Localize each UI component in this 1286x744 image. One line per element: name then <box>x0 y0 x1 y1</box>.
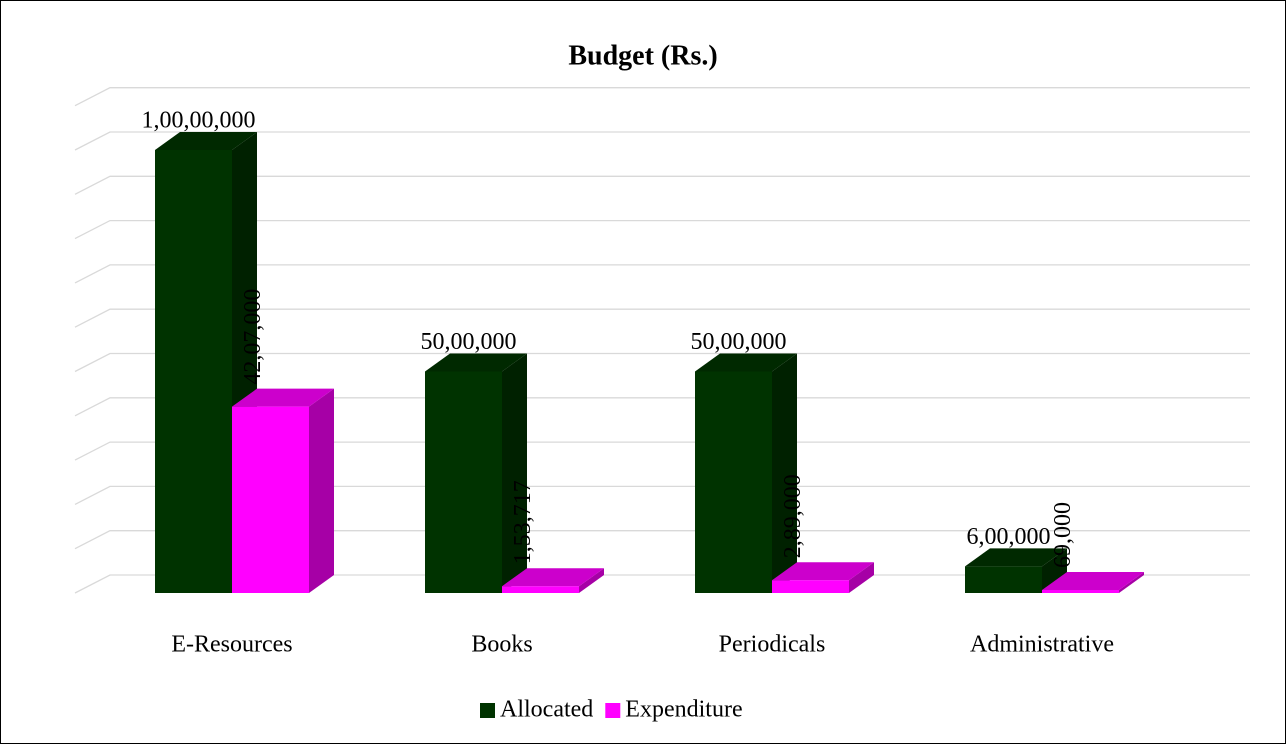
grid-line <box>74 131 1250 151</box>
legend-label: Expenditure <box>625 697 742 723</box>
bar-face <box>965 566 1042 593</box>
bar-face <box>772 580 849 593</box>
bar-face <box>502 568 604 587</box>
bar <box>232 388 334 593</box>
bar-face <box>155 150 232 593</box>
data-label: 50,00,000 <box>691 329 787 355</box>
bar-face <box>965 548 1067 567</box>
bar-face <box>772 562 874 581</box>
bar <box>772 562 874 593</box>
x-tick-label: E-Resources <box>171 632 292 658</box>
data-label: 2,89,000 <box>780 474 806 558</box>
bar-face <box>772 353 797 593</box>
x-tick-label: Administrative <box>970 632 1114 658</box>
grid-line <box>74 87 1250 107</box>
chart-title: Budget (Rs.) <box>568 40 717 71</box>
grid-line <box>74 397 1250 417</box>
bar-face <box>502 586 579 593</box>
x-tick-label: Periodicals <box>719 632 826 658</box>
data-label: 6,00,000 <box>967 524 1051 550</box>
bar-face <box>1042 548 1067 593</box>
bar-face <box>1042 589 1119 593</box>
data-label: 42,07,000 <box>240 289 266 385</box>
bar-face <box>425 371 502 593</box>
grid-line <box>74 219 1250 240</box>
bar-face <box>502 353 527 593</box>
x-tick-label: Books <box>471 632 532 658</box>
data-label: 69,000 <box>1050 502 1076 568</box>
bar <box>695 353 797 593</box>
bar-face <box>232 406 309 593</box>
bar-face <box>849 562 874 593</box>
bar-face <box>155 132 257 150</box>
bar-face <box>425 353 527 372</box>
data-label: 1,00,00,000 <box>142 108 256 134</box>
grid-line <box>74 530 1250 550</box>
grid-line <box>74 175 1250 195</box>
bar-face <box>1042 571 1144 590</box>
grid-line <box>74 308 1250 328</box>
grid-line <box>74 264 1250 284</box>
legend-swatch <box>480 703 495 718</box>
grid-line <box>74 352 1250 373</box>
bar <box>1042 571 1144 593</box>
grid-line <box>74 485 1250 505</box>
bar <box>502 568 604 593</box>
bar-face <box>579 568 604 593</box>
bar-face <box>309 388 334 593</box>
legend-swatch <box>605 703 621 718</box>
bar-face <box>232 388 334 407</box>
bar <box>425 353 527 593</box>
grid-line <box>74 441 1250 461</box>
bar-face <box>695 371 772 593</box>
bar <box>965 548 1067 593</box>
bar-face <box>1119 571 1144 593</box>
data-label: 50,00,000 <box>421 329 517 355</box>
bar-face <box>695 353 797 372</box>
legend-label: Allocated <box>500 697 593 723</box>
data-label: 1,53,717 <box>510 480 536 564</box>
